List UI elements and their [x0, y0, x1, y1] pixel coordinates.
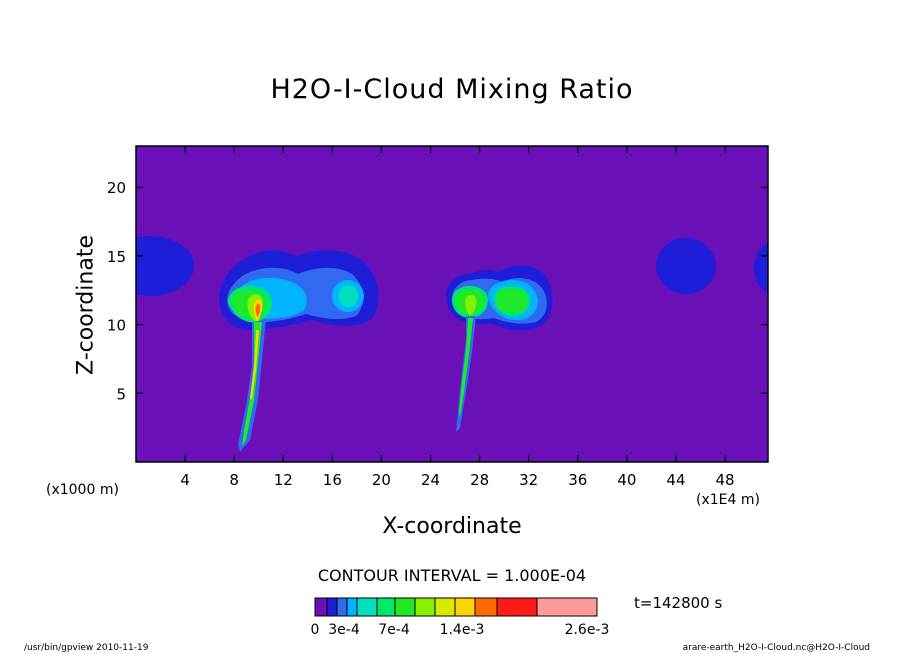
- colorbar-label: 7e-4: [378, 622, 410, 638]
- cloud-anvil-middle: [446, 265, 553, 432]
- colorbar-swatch: [314, 597, 328, 617]
- footer-right: arare-earth_H2O-I-Cloud.nc@H2O-I-Cloud: [682, 643, 870, 653]
- x-tick-label: 36: [568, 471, 587, 489]
- colorbar-swatch: [474, 597, 498, 617]
- colorbar-swatch: [376, 597, 396, 617]
- colorbar-swatch: [346, 597, 358, 617]
- colorbar: 0 3e-4 7e-4 1.4e-3 2.6e-3: [311, 597, 610, 638]
- x-tick-label: 8: [229, 471, 239, 489]
- plot-frame: [135, 145, 769, 463]
- x-unit-label: (x1000 m): [46, 482, 119, 498]
- colorbar-swatch: [356, 597, 378, 617]
- x-tick-label: 20: [372, 471, 391, 489]
- y-tick-label: 10: [107, 317, 126, 335]
- x-tick-label: 40: [617, 471, 636, 489]
- x-tick-label: 32: [519, 471, 538, 489]
- edge-blob-right: [754, 242, 768, 294]
- colorbar-swatch: [414, 597, 436, 617]
- x-tick-label: 28: [470, 471, 489, 489]
- contour-interval-label: CONTOUR INTERVAL = 1.000E-04: [317, 566, 587, 585]
- blob-right: [656, 238, 716, 294]
- x-tick-label: 44: [666, 471, 685, 489]
- x-tick-label: 16: [323, 471, 342, 489]
- chart-title: H2O-I-Cloud Mixing Ratio: [270, 74, 634, 105]
- x-tick-label: 48: [716, 471, 735, 489]
- colorbar-swatch: [454, 597, 476, 617]
- colorbar-label: 2.6e-3: [565, 622, 610, 638]
- x-axis-label: X-coordinate: [382, 514, 522, 539]
- time-label: t=142800 s: [634, 594, 723, 612]
- cloud-anvil-left: [219, 250, 379, 452]
- y-tick-label: 15: [107, 248, 126, 266]
- colorbar-swatch: [336, 597, 348, 617]
- colorbar-label: 3e-4: [328, 622, 360, 638]
- footer-left: /usr/bin/gpview 2010-11-19: [24, 643, 149, 653]
- x-axis: 4 8 12 16 20 24 28 32 36 40 44 48: [180, 146, 735, 489]
- edge-blob-left: [136, 236, 194, 296]
- y-axis-label: Z-coordinate: [73, 235, 99, 375]
- x-tick-label: 4: [180, 471, 190, 489]
- colorbar-label: 0: [311, 622, 320, 638]
- colorbar-swatch: [434, 597, 456, 617]
- y-tick-label: 20: [107, 179, 126, 197]
- x-tick-label: 24: [421, 471, 440, 489]
- colorbar-swatch: [496, 597, 538, 617]
- contour-fields: [136, 236, 768, 452]
- y-tick-label: 5: [116, 385, 126, 403]
- colorbar-label: 1.4e-3: [440, 622, 485, 638]
- x-tick-label: 12: [274, 471, 293, 489]
- colorbar-swatch: [326, 597, 338, 617]
- y-axis: 5 10 15 20: [107, 179, 768, 403]
- colorbar-swatch: [536, 597, 598, 617]
- colorbar-swatch: [394, 597, 416, 617]
- y-unit-label: (x1E4 m): [696, 492, 760, 508]
